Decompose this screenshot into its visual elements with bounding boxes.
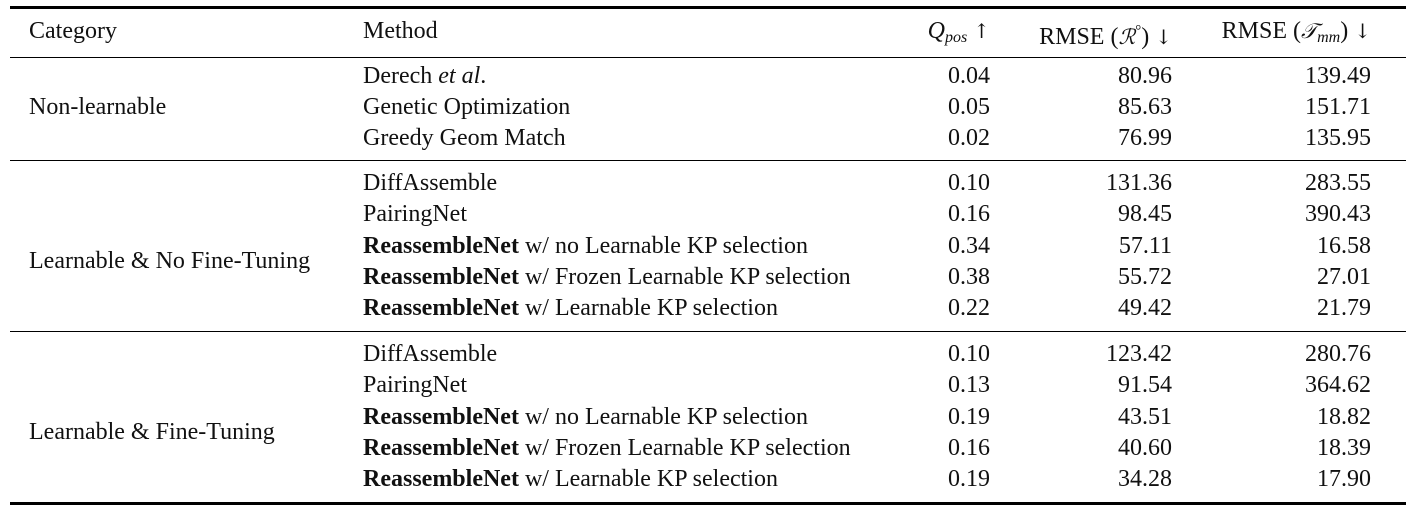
rmse-t-value: 21.79: [1317, 295, 1371, 321]
rmse-r-value: 123.42: [1106, 341, 1172, 367]
group-rule: [10, 331, 1406, 333]
q-pos-value: 0.10: [948, 170, 990, 196]
q-pos-value: 0.02: [948, 125, 990, 151]
q-pos-value: 0.05: [948, 94, 990, 120]
category-non-learnable: Non-learnable: [29, 94, 167, 120]
rmse-r-value: 98.45: [1118, 201, 1172, 227]
method-cell: PairingNet: [363, 372, 467, 398]
header-category: Category: [29, 18, 117, 44]
q-subscript: pos: [945, 29, 968, 46]
group-rule: [10, 160, 1406, 162]
rmse-r-value: 43.51: [1118, 404, 1172, 430]
top-rule: [10, 6, 1406, 9]
header-q-pos: Qpos ↑: [928, 16, 990, 53]
rmse-r-value: 131.36: [1106, 170, 1172, 196]
rmse-r-value: 34.28: [1118, 466, 1172, 492]
method-cell: Genetic Optimization: [363, 94, 571, 120]
rmse-r-value: 80.96: [1118, 63, 1172, 89]
rmse-t-symbol: 𝒯: [1301, 19, 1318, 43]
q-pos-value: 0.19: [948, 404, 990, 430]
rmse-r-value: 49.42: [1118, 295, 1172, 321]
rmse-r-value: 40.60: [1118, 435, 1172, 461]
rmse-r-value: 57.11: [1118, 233, 1172, 259]
header-method: Method: [363, 18, 438, 44]
rmse-t-value: 18.39: [1317, 435, 1371, 461]
rmse-r-suffix: ): [1141, 24, 1150, 50]
method-cell: Derech et al.: [363, 63, 487, 89]
rmse-r-value: 85.63: [1118, 94, 1172, 120]
method-cell: ReassembleNet w/ Frozen Learnable KP sel…: [363, 435, 851, 461]
rmse-r-value: 55.72: [1118, 264, 1172, 290]
method-cell: ReassembleNet w/ Frozen Learnable KP sel…: [363, 264, 851, 290]
q-pos-value: 0.10: [948, 341, 990, 367]
rmse-t-suffix: ): [1340, 18, 1349, 44]
rmse-t-value: 18.82: [1317, 404, 1371, 430]
category-learnable-no-finetuning: Learnable & No Fine-Tuning: [29, 248, 311, 274]
method-cell: Greedy Geom Match: [363, 125, 566, 151]
q-symbol: Q: [927, 18, 945, 44]
rmse-r-value: 76.99: [1118, 125, 1172, 151]
rmse-t-value: 364.62: [1305, 372, 1371, 398]
up-arrow-icon: ↑: [973, 19, 990, 43]
header-rmse-r: RMSE (ℛ°) ↓: [1039, 16, 1172, 52]
method-cell: DiffAssemble: [363, 341, 498, 367]
down-arrow-icon: ↓: [1354, 19, 1371, 43]
rmse-t-value: 283.55: [1305, 170, 1371, 196]
method-cell: DiffAssemble: [363, 170, 498, 196]
method-cell: PairingNet: [363, 201, 467, 227]
rmse-t-value: 151.71: [1305, 94, 1371, 120]
method-cell: ReassembleNet w/ no Learnable KP selecti…: [363, 233, 808, 259]
q-pos-value: 0.16: [948, 435, 990, 461]
rmse-t-prefix: RMSE (: [1221, 18, 1302, 44]
q-pos-value: 0.13: [948, 372, 990, 398]
rmse-t-value: 135.95: [1305, 125, 1371, 151]
rmse-r-value: 91.54: [1118, 372, 1172, 398]
rmse-t-subscript: mm: [1317, 29, 1341, 46]
q-pos-value: 0.19: [948, 466, 990, 492]
q-pos-value: 0.04: [948, 63, 990, 89]
header-rule: [10, 57, 1406, 59]
bottom-rule: [10, 502, 1406, 505]
header-rmse-t: RMSE (𝒯mm) ↓: [1222, 16, 1371, 53]
category-learnable-finetuning: Learnable & Fine-Tuning: [29, 419, 275, 445]
rmse-t-value: 139.49: [1305, 63, 1371, 89]
rmse-t-value: 16.58: [1317, 233, 1371, 259]
rmse-t-value: 390.43: [1305, 201, 1371, 227]
q-pos-value: 0.16: [948, 201, 990, 227]
down-arrow-icon: ↓: [1155, 25, 1172, 49]
q-pos-value: 0.38: [948, 264, 990, 290]
rmse-r-symbol: ℛ: [1118, 25, 1136, 49]
method-cell: ReassembleNet w/ no Learnable KP selecti…: [363, 404, 808, 430]
q-pos-value: 0.22: [948, 295, 990, 321]
q-pos-value: 0.34: [948, 233, 990, 259]
method-cell: ReassembleNet w/ Learnable KP selection: [363, 295, 778, 321]
rmse-t-value: 27.01: [1317, 264, 1371, 290]
rmse-r-prefix: RMSE (: [1039, 24, 1119, 50]
rmse-t-value: 280.76: [1305, 341, 1371, 367]
rmse-t-value: 17.90: [1317, 466, 1371, 492]
rmse-r-degree: °: [1135, 23, 1142, 39]
method-cell: ReassembleNet w/ Learnable KP selection: [363, 466, 778, 492]
